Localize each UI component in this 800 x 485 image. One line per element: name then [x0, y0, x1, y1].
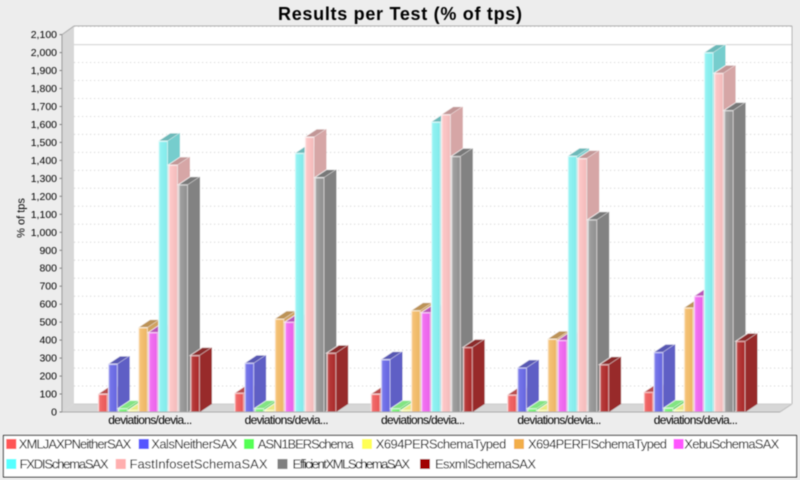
svg-text:1,800: 1,800 — [31, 83, 57, 95]
svg-text:700: 700 — [39, 281, 57, 293]
svg-text:deviations/devia...: deviations/devia... — [108, 413, 192, 427]
svg-text:1,400: 1,400 — [31, 155, 57, 167]
svg-text:FXDISchemaSAX: FXDISchemaSAX — [20, 457, 109, 472]
svg-text:900: 900 — [39, 245, 57, 257]
svg-text:2,000: 2,000 — [31, 47, 57, 59]
svg-text:1,600: 1,600 — [31, 119, 57, 131]
svg-text:X694PERSchemaTyped: X694PERSchemaTyped — [376, 437, 507, 452]
svg-text:deviations/devia...: deviations/devia... — [381, 413, 465, 427]
svg-text:100: 100 — [39, 389, 57, 401]
svg-text:400: 400 — [39, 335, 57, 347]
svg-text:X694PERFISchemaTyped: X694PERFISchemaTyped — [528, 437, 667, 452]
svg-text:% of tps: % of tps — [16, 198, 28, 238]
svg-text:deviations/devia...: deviations/devia... — [517, 413, 601, 427]
svg-text:0: 0 — [51, 407, 57, 419]
svg-text:2,100: 2,100 — [31, 29, 57, 41]
svg-text:XalsNeitherSAX: XalsNeitherSAX — [151, 437, 237, 452]
svg-text:FastInfosetSchemaSAX: FastInfosetSchemaSAX — [130, 457, 268, 472]
svg-text:XMLJAXPNeitherSAX: XMLJAXPNeitherSAX — [19, 437, 132, 452]
svg-text:Results per Test (% of tps): Results per Test (% of tps) — [278, 4, 522, 24]
svg-text:500: 500 — [39, 317, 57, 329]
svg-text:deviations/devia...: deviations/devia... — [245, 413, 329, 427]
svg-text:1,000: 1,000 — [31, 227, 57, 239]
svg-text:ASN1BERSchema: ASN1BERSchema — [258, 437, 355, 452]
svg-text:1,700: 1,700 — [31, 101, 57, 113]
svg-text:800: 800 — [39, 263, 57, 275]
svg-text:EsxmlSchemaSAX: EsxmlSchemaSAX — [435, 457, 536, 472]
svg-text:1,300: 1,300 — [31, 173, 57, 185]
svg-text:200: 200 — [39, 371, 57, 383]
svg-text:1,200: 1,200 — [31, 191, 57, 203]
svg-text:300: 300 — [39, 353, 57, 365]
svg-text:600: 600 — [39, 299, 57, 311]
svg-text:1,100: 1,100 — [31, 209, 57, 221]
svg-text:deviations/devia...: deviations/devia... — [654, 413, 738, 427]
svg-text:1,900: 1,900 — [31, 65, 57, 77]
svg-text:EfficientXMLSchemaSAX: EfficientXMLSchemaSAX — [293, 457, 411, 472]
svg-text:1,500: 1,500 — [31, 137, 57, 149]
svg-text:XebuSchemaSAX: XebuSchemaSAX — [684, 437, 779, 452]
